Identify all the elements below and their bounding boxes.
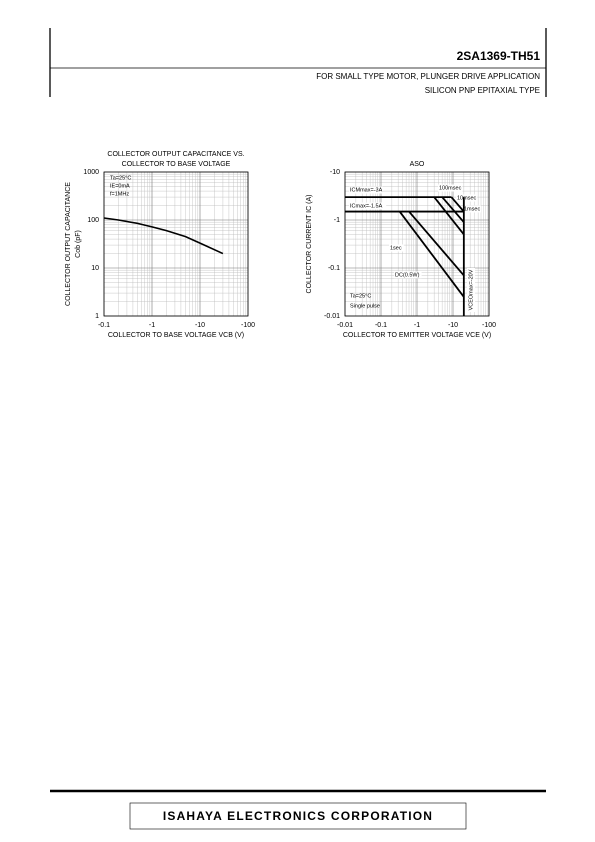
x-tick-label: -1 (414, 322, 420, 329)
y-tick-label: -1 (334, 217, 340, 224)
x-tick-label: -0.01 (337, 322, 353, 329)
application: FOR SMALL TYPE MOTOR, PLUNGER DRIVE APPL… (316, 72, 540, 81)
y-tick-label: -0.1 (328, 265, 340, 272)
series-label: 1sec (390, 245, 402, 251)
annotation: IE=0mA (110, 183, 130, 189)
chart-title: COLLECTOR TO BASE VOLTAGE (122, 161, 231, 168)
y-tick-label: -10 (330, 169, 340, 176)
label-bg (349, 186, 383, 194)
series-label: 1msec (464, 206, 480, 212)
annotation: Single pulse (350, 303, 380, 309)
x-tick-label: -0.1 (98, 322, 110, 329)
series-label: ICmax=-1.5A (350, 203, 383, 209)
part-number: 2SA1369-TH51 (457, 49, 541, 63)
x-axis-label: COLLECTOR TO EMITTER VOLTAGE VCE (V) (343, 332, 491, 339)
series-label: 100msec (439, 185, 462, 191)
y-tick-label: -0.01 (324, 313, 340, 320)
x-tick-label: -1 (149, 322, 155, 329)
label-bg (456, 194, 478, 202)
data-line (398, 211, 465, 298)
y-tick-label: 10 (91, 265, 99, 272)
data-line (103, 217, 224, 255)
company: ISAHAYA ELECTRONICS CORPORATION (163, 809, 433, 823)
x-tick-label: -100 (482, 322, 496, 329)
label-bg (438, 184, 463, 192)
series-label: ICMmax=-3A (350, 187, 383, 193)
series-label: 10msec (457, 195, 477, 201)
label-bg (349, 202, 387, 210)
footer-box (129, 802, 467, 830)
data-line (433, 196, 465, 236)
plot-frame (103, 171, 249, 317)
annotation: Ta=25°C (110, 175, 131, 181)
x-tick-label: -10 (448, 322, 458, 329)
x-axis-label: COLLECTOR TO BASE VOLTAGE VCB (V) (108, 332, 244, 339)
x-tick-label: -10 (195, 322, 205, 329)
chart-title: COLLECTOR OUTPUT CAPACITANCE VS. (107, 151, 244, 158)
plot-frame (344, 171, 490, 317)
y-axis-label: COLLECTOR CURRENT IC (A) (306, 195, 313, 294)
y-tick-label: 1 (95, 313, 99, 320)
y-tick-label: 1000 (83, 169, 99, 176)
series-label: DC(0.5W) (395, 272, 420, 278)
annotation: f=1MHz (110, 191, 129, 197)
y-axis-label: Cob (pF) (75, 230, 82, 258)
y-tick-label: 100 (87, 217, 99, 224)
data-line (450, 196, 465, 213)
data-line (408, 210, 465, 277)
label-bg (463, 205, 481, 213)
annotation: Ta=25°C (350, 293, 371, 299)
label-bg (389, 244, 404, 252)
chart-title: ASO (410, 161, 425, 168)
label-bg (394, 271, 422, 279)
x-tick-label: -100 (241, 322, 255, 329)
label-bg (467, 268, 475, 312)
series-label: VCEOmax=-20V (468, 269, 474, 310)
y-axis-label: COLLECTOR OUTPUT CAPACITANCE (65, 182, 72, 306)
data-line (441, 196, 465, 223)
x-tick-label: -0.1 (375, 322, 387, 329)
device-type: SILICON PNP EPITAXIAL TYPE (425, 86, 540, 95)
